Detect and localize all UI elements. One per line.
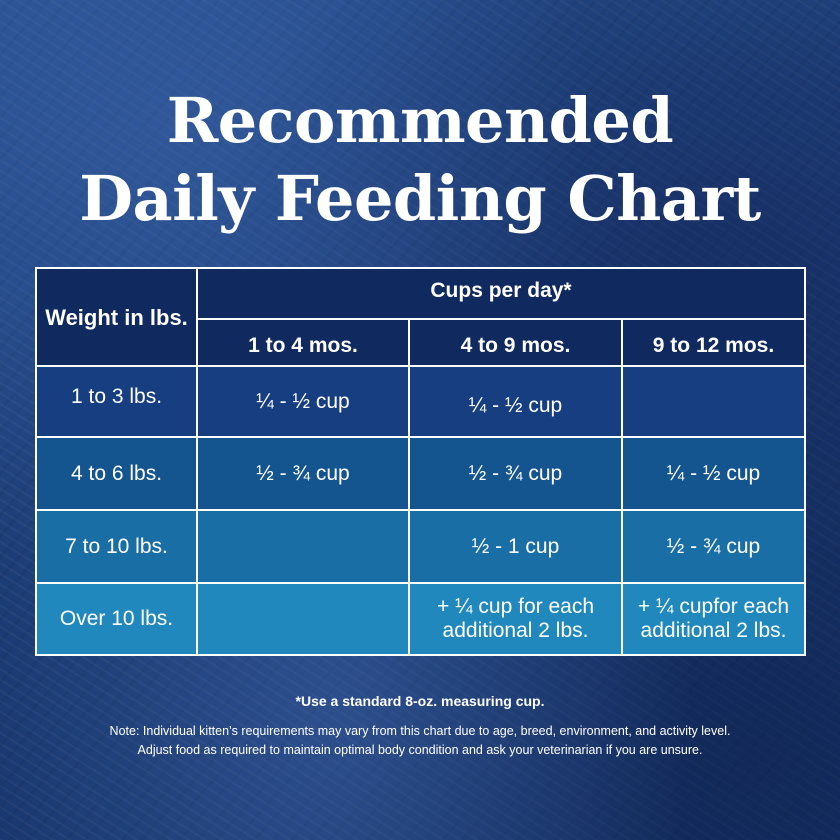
weight-column-header: Weight in lbs.: [37, 269, 198, 367]
row-4-weight: Over 10 lbs.: [37, 584, 198, 654]
row-1-weight: 1 to 3 lbs.: [37, 367, 198, 438]
age-header-9-to-12: 9 to 12 mos.: [623, 320, 804, 367]
page-title: Recommended Daily Feeding Chart: [0, 82, 840, 238]
row-3-value-3: ½ - ¾ cup: [623, 511, 804, 584]
row-1-value-2: ¼ - ½ cup: [410, 367, 623, 438]
age-header-1-to-4: 1 to 4 mos.: [198, 320, 410, 367]
cups-per-day-header: Cups per day*: [198, 269, 804, 320]
disclaimer-line-1: Note: Individual kitten’s requirements m…: [109, 724, 731, 738]
disclaimer-note: Note: Individual kitten’s requirements m…: [40, 722, 800, 760]
row-2-value-2: ½ - ¾ cup: [410, 438, 623, 511]
row-2-weight: 4 to 6 lbs.: [37, 438, 198, 511]
title-line-2: Daily Feeding Chart: [79, 162, 761, 235]
row-3-value-2: ½ - 1 cup: [410, 511, 623, 584]
age-header-4-to-9: 4 to 9 mos.: [410, 320, 623, 367]
row-3-weight: 7 to 10 lbs.: [37, 511, 198, 584]
measuring-cup-footnote: *Use a standard 8-oz. measuring cup.: [295, 693, 545, 709]
row-1-value-3: [623, 367, 804, 438]
row-2-value-1: ½ - ¾ cup: [198, 438, 410, 511]
title-line-1: Recommended: [166, 84, 674, 157]
row-4-value-2: + ¼ cup for each additional 2 lbs.: [410, 584, 623, 654]
row-2-value-3: ¼ - ½ cup: [623, 438, 804, 511]
row-3-value-1: [198, 511, 410, 584]
row-4-value-3: + ¼ cupfor each additional 2 lbs.: [623, 584, 804, 654]
feeding-table: Weight in lbs. Cups per day* 1 to 4 mos.…: [35, 267, 806, 656]
row-1-value-1: ¼ - ½ cup: [198, 367, 410, 438]
row-4-value-1: [198, 584, 410, 654]
disclaimer-line-2: Adjust food as required to maintain opti…: [137, 743, 703, 757]
